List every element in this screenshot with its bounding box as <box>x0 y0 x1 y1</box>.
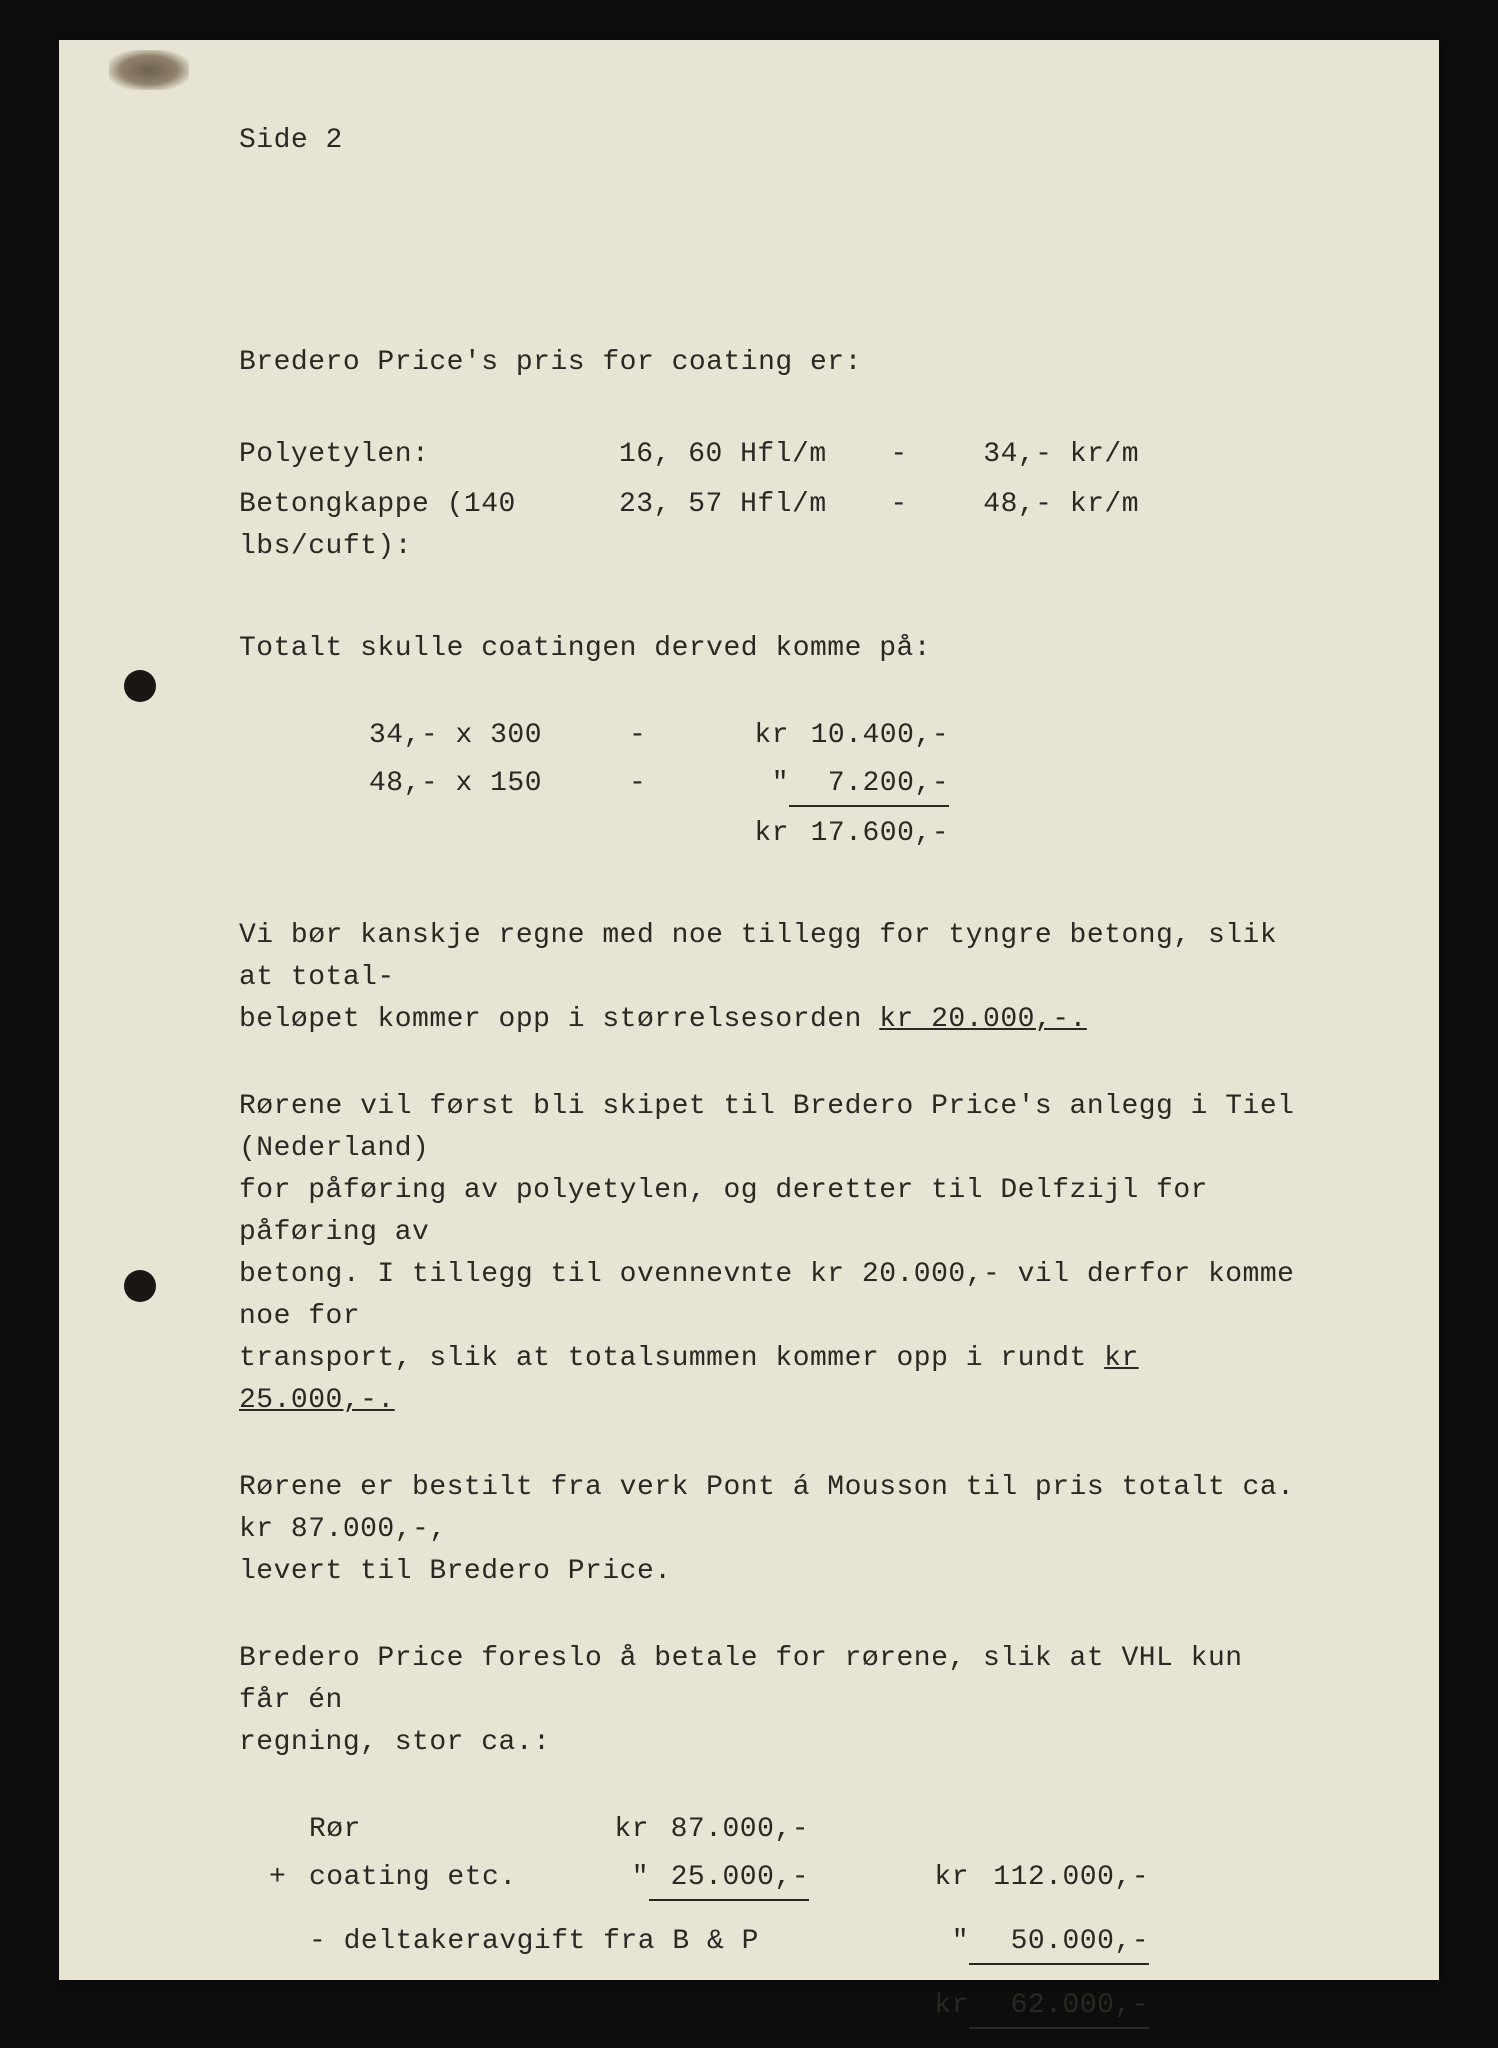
price-table: Polyetylen: 16, 60 Hfl/m - 34,- kr/m Bet… <box>239 434 1299 568</box>
calc-value: 10.400,- <box>789 715 949 757</box>
para2-underlined: kr 20.000,-. <box>879 1004 1087 1035</box>
final-label: coating etc. <box>309 1857 589 1899</box>
final-row: + coating etc. " 25.000,- kr 112.000,- <box>269 1857 1299 1901</box>
calc-dash: - <box>629 763 729 807</box>
final-unit: kr <box>589 1809 649 1851</box>
paragraph-1: Totalt skulle coatingen derved komme på: <box>239 628 1299 670</box>
calc-value: 7.200,- <box>789 763 949 807</box>
final-val2: 50.000,- <box>969 1921 1149 1965</box>
price-hfl: 23, 57 Hfl/m <box>619 484 839 568</box>
price-dash: - <box>839 434 959 476</box>
final-calculation: Rør kr 87.000,- + coating etc. " 25.000,… <box>269 1809 1299 2029</box>
deduct-label: - deltakeravgift fra B & P <box>309 1921 809 1963</box>
calc-total-row: kr 17.600,- <box>369 813 1299 855</box>
staple-mark <box>109 50 189 90</box>
final-total-val: 62.000,- <box>969 1985 1149 2029</box>
calc-left: 48,- x 150 <box>369 763 629 807</box>
scan-background: Side 2 Bredero Price's pris for coating … <box>0 0 1498 2048</box>
price-kr: 48,- kr/m <box>959 484 1139 568</box>
calc-dash <box>629 813 729 855</box>
paragraph-2: Vi bør kanskje regne med noe tillegg for… <box>239 915 1299 1041</box>
para5-line1: Bredero Price foreslo å betale for røren… <box>239 1643 1243 1716</box>
final-unit2: kr <box>909 1857 969 1899</box>
price-dash: - <box>839 484 959 568</box>
final-unit: " <box>589 1857 649 1899</box>
para3-line1: Rørene vil først bli skipet til Bredero … <box>239 1091 1294 1164</box>
final-label: Rør <box>309 1809 589 1851</box>
calculation-1: 34,- x 300 - kr 10.400,- 48,- x 150 - " … <box>369 715 1299 855</box>
calc-row: 48,- x 150 - " 7.200,- <box>369 763 1299 807</box>
final-deduct-row: - deltakeravgift fra B & P " 50.000,- <box>269 1921 1299 1965</box>
para4-line1: Rørene er bestilt fra verk Pont á Mousso… <box>239 1472 1294 1545</box>
price-row: Betongkappe (140 lbs/cuft): 23, 57 Hfl/m… <box>239 484 1299 568</box>
calc-row: 34,- x 300 - kr 10.400,- <box>369 715 1299 757</box>
plus-col: + <box>269 1857 309 1899</box>
paragraph-5: Bredero Price foreslo å betale for røren… <box>239 1638 1299 1764</box>
para3-line2: for påføring av polyetylen, og deretter … <box>239 1175 1208 1248</box>
final-unit2: " <box>909 1921 969 1963</box>
page-number: Side 2 <box>239 120 1299 162</box>
price-label: Betongkappe (140 lbs/cuft): <box>239 484 619 568</box>
calc-unit: " <box>729 763 789 807</box>
para3-line3: betong. I tillegg til ovennevnte kr 20.0… <box>239 1259 1294 1332</box>
final-val1: 25.000,- <box>649 1857 809 1901</box>
heading: Bredero Price's pris for coating er: <box>239 342 1299 384</box>
final-val2: 112.000,- <box>969 1857 1149 1899</box>
calc-unit: kr <box>729 715 789 757</box>
para2-line1: Vi bør kanskje regne med noe tillegg for… <box>239 920 1277 993</box>
price-hfl: 16, 60 Hfl/m <box>619 434 839 476</box>
final-val1: 87.000,- <box>649 1809 809 1851</box>
calc-total: 17.600,- <box>789 813 949 855</box>
price-kr: 34,- kr/m <box>959 434 1139 476</box>
hole-punch-2 <box>124 1270 156 1302</box>
calc-left <box>369 813 629 855</box>
final-total-row: kr 62.000,- <box>269 1985 1299 2029</box>
para4-line2: levert til Bredero Price. <box>239 1556 672 1587</box>
price-row: Polyetylen: 16, 60 Hfl/m - 34,- kr/m <box>239 434 1299 476</box>
para5-line2: regning, stor ca.: <box>239 1727 550 1758</box>
para2-line2a: beløpet kommer opp i størrelsesorden <box>239 1004 879 1035</box>
document-page: Side 2 Bredero Price's pris for coating … <box>59 40 1439 1980</box>
paragraph-3: Rørene vil først bli skipet til Bredero … <box>239 1086 1299 1422</box>
price-label: Polyetylen: <box>239 434 619 476</box>
final-row: Rør kr 87.000,- <box>269 1809 1299 1851</box>
hole-punch-1 <box>124 670 156 702</box>
calc-dash: - <box>629 715 729 757</box>
calc-left: 34,- x 300 <box>369 715 629 757</box>
paragraph-4: Rørene er bestilt fra verk Pont á Mousso… <box>239 1467 1299 1593</box>
final-total-unit: kr <box>909 1985 969 2027</box>
calc-unit: kr <box>729 813 789 855</box>
para3-line4a: transport, slik at totalsummen kommer op… <box>239 1343 1104 1374</box>
